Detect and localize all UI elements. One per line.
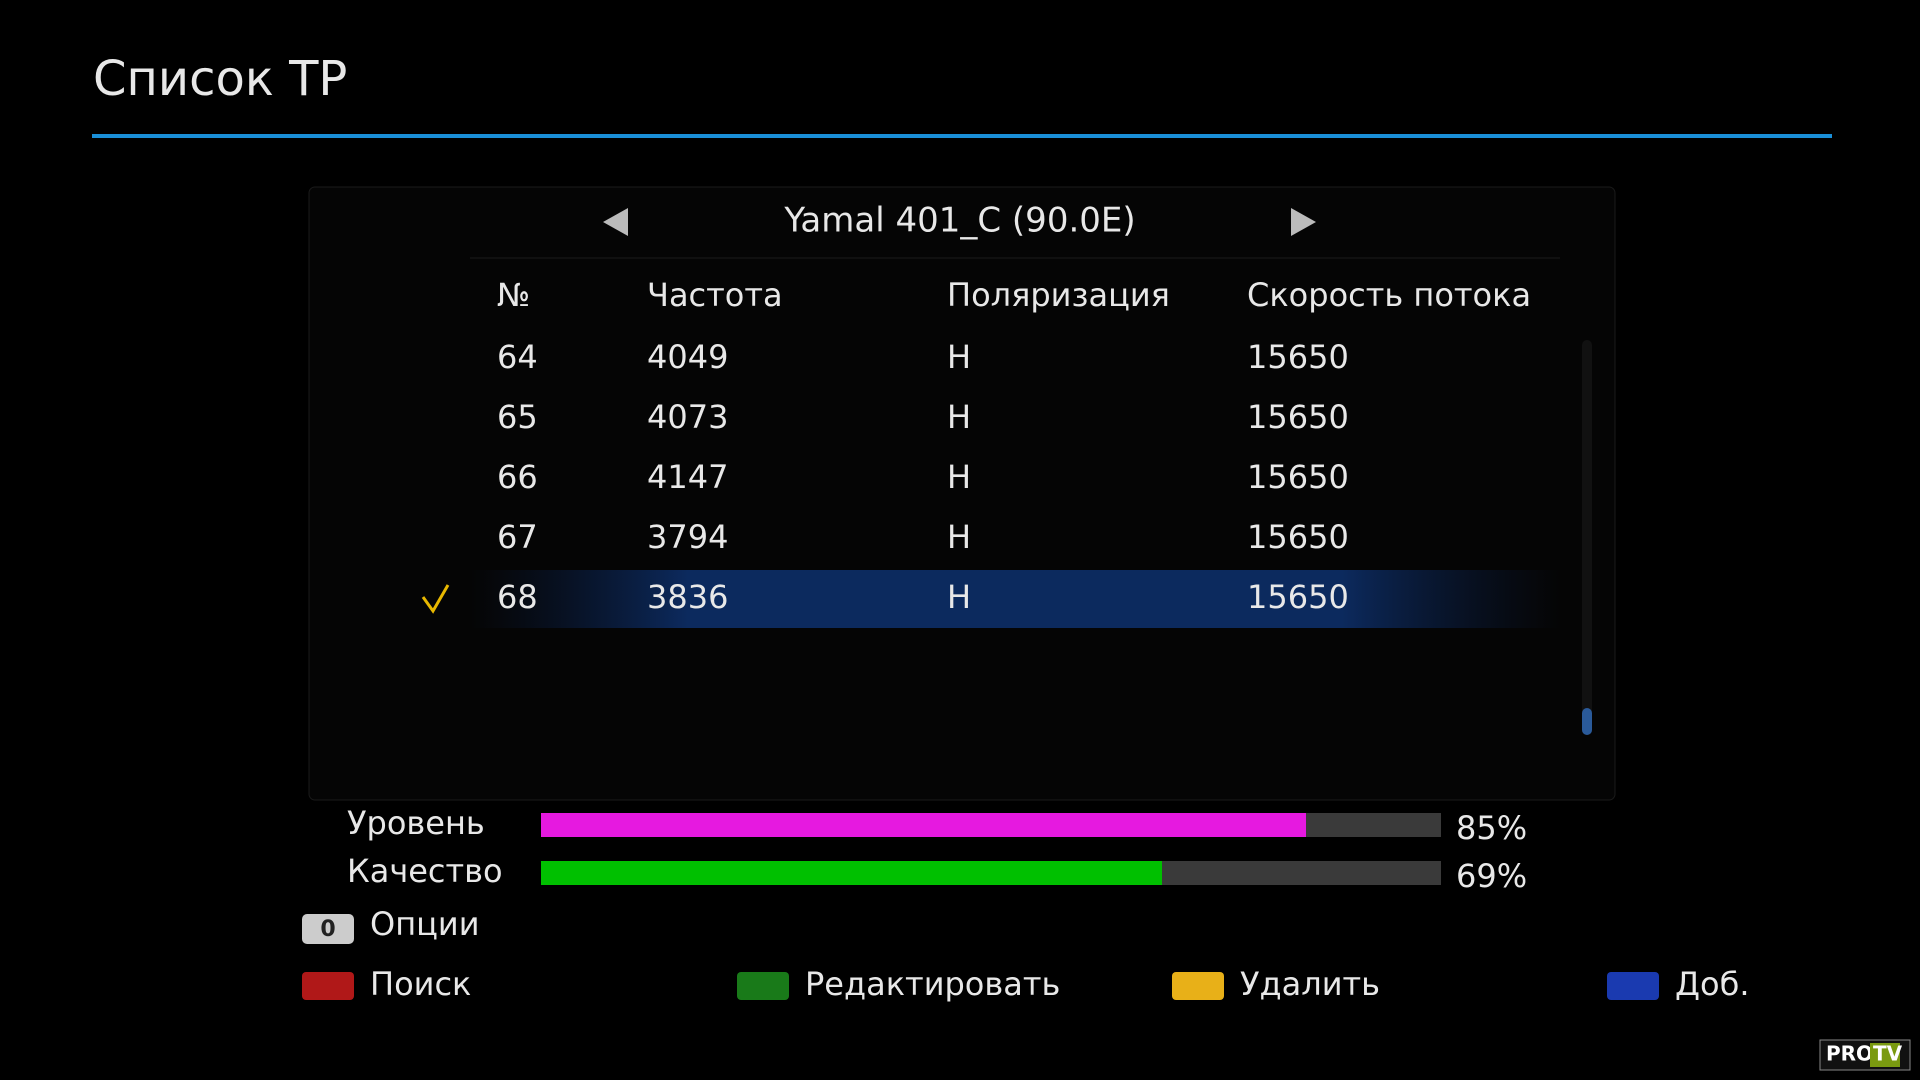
- column-header: №: [497, 276, 530, 314]
- color-key-label: Поиск: [370, 965, 471, 1003]
- table-cell: 65: [497, 398, 538, 436]
- table-cell: 15650: [1247, 398, 1349, 436]
- column-headers: № Частота Поляризация Скорость потока: [497, 276, 1531, 314]
- color-key[interactable]: [737, 972, 789, 1000]
- watermark-text: TV: [1873, 1042, 1903, 1066]
- signal-label: Качество: [347, 852, 503, 890]
- table-cell: 3794: [647, 518, 728, 556]
- table-cell: 4049: [647, 338, 728, 376]
- table-cell: 15650: [1247, 338, 1349, 376]
- table-cell: 64: [497, 338, 538, 376]
- table-cell: H: [947, 578, 971, 616]
- table-cell: 15650: [1247, 458, 1349, 496]
- selected-row-highlight: [470, 570, 1560, 628]
- prev-satellite[interactable]: [603, 208, 628, 236]
- check-mark: [421, 584, 450, 614]
- panel: [308, 186, 1616, 801]
- table-cell: 66: [497, 458, 538, 496]
- table-rows: 64 4049 H 15650 65 4073 H 15650 66 4147 H 15650 67 37…: [497, 338, 1349, 616]
- table-cell: H: [947, 518, 971, 556]
- page-title: Список TP: [93, 51, 347, 107]
- signal-bar: [541, 861, 1162, 885]
- table-cell: 15650: [1247, 518, 1349, 556]
- table-cell: 4073: [647, 398, 728, 436]
- color-key[interactable]: [1607, 972, 1659, 1000]
- options-key[interactable]: [302, 914, 354, 944]
- table-cell: 4147: [647, 458, 728, 496]
- options-label: Опции: [370, 905, 479, 943]
- signal-bar: [541, 813, 1306, 837]
- table-cell: H: [947, 338, 971, 376]
- title-underline: [92, 134, 1832, 138]
- color-key-label: Доб.: [1675, 965, 1749, 1003]
- column-header: Частота: [647, 276, 783, 314]
- table-cell: 68: [497, 578, 538, 616]
- signal: Уровень 85% Качество 69%: [347, 804, 1527, 895]
- color-key[interactable]: [1172, 972, 1224, 1000]
- signal-label: Уровень: [347, 804, 485, 842]
- satellite-name: Yamal 401_C (90.0E): [783, 201, 1135, 241]
- table-cell: H: [947, 458, 971, 496]
- scrollbar: [1582, 340, 1592, 735]
- column-header: Поляризация: [947, 276, 1170, 314]
- watermark-text: PRO: [1826, 1042, 1873, 1066]
- next-satellite[interactable]: [1291, 208, 1316, 236]
- signal-value: 69%: [1456, 857, 1527, 895]
- color-key-label: Удалить: [1240, 965, 1380, 1003]
- table-cell: 15650: [1247, 578, 1349, 616]
- table-cell: H: [947, 398, 971, 436]
- signal-value: 85%: [1456, 809, 1527, 847]
- scrollbar-thumb: [1582, 708, 1592, 735]
- table-cell: 3836: [647, 578, 728, 616]
- table-cell: 67: [497, 518, 538, 556]
- column-header: Скорость потока: [1247, 276, 1531, 314]
- options-key-label: 0: [320, 917, 335, 942]
- watermark-box: [1870, 1043, 1900, 1067]
- color-buttons: Поиск Редактировать Удалить Доб.: [302, 965, 1749, 1003]
- color-key[interactable]: [302, 972, 354, 1000]
- color-key-label: Редактировать: [805, 965, 1060, 1003]
